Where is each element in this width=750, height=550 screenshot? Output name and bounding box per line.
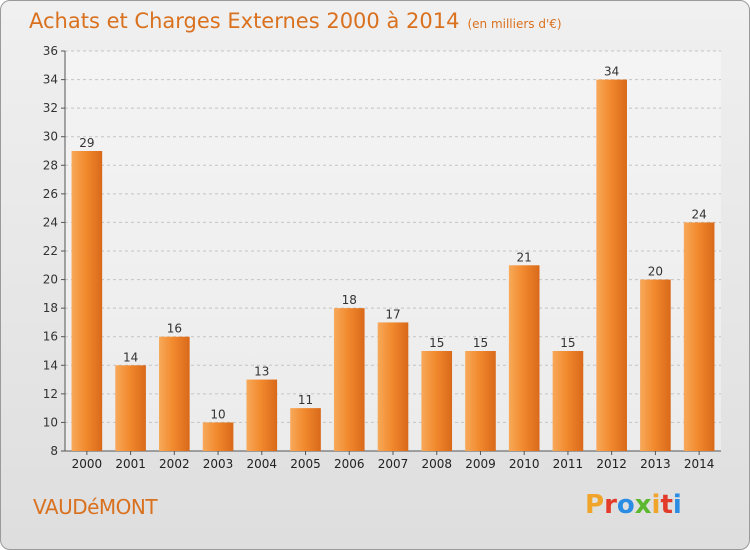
town-name: VAUDéMONT <box>33 495 158 519</box>
bar <box>290 408 321 451</box>
chart-title-text: Achats et Charges Externes 2000 à 2014 <box>29 9 460 33</box>
bar <box>115 365 146 451</box>
bar-value-label: 20 <box>648 265 663 279</box>
x-tick-label: 2014 <box>684 457 715 471</box>
logo-letter: i <box>651 490 661 520</box>
bar <box>421 351 453 451</box>
y-tick-label: 14 <box>43 358 58 372</box>
bar-value-label: 18 <box>342 293 357 307</box>
bar-value-label: 24 <box>691 207 706 221</box>
bar <box>377 322 409 451</box>
x-tick-label: 2001 <box>115 457 146 471</box>
logo-letter: o <box>616 490 635 520</box>
bar <box>683 222 715 451</box>
y-tick-label: 24 <box>43 215 58 229</box>
bar <box>552 351 584 451</box>
y-tick-label: 28 <box>43 158 58 172</box>
x-tick-label: 2005 <box>290 457 321 471</box>
x-tick-label: 2010 <box>509 457 540 471</box>
bar <box>71 151 103 451</box>
bar-value-label: 15 <box>429 336 444 350</box>
y-tick-label: 8 <box>50 444 58 458</box>
bar-value-label: 21 <box>517 250 532 264</box>
x-tick-label: 2008 <box>421 457 452 471</box>
bar <box>640 279 671 451</box>
y-tick-label: 10 <box>43 415 58 429</box>
x-tick-label: 2003 <box>203 457 234 471</box>
x-tick-label: 2000 <box>72 457 103 471</box>
logo-letter: x <box>634 490 652 520</box>
bar <box>246 379 278 451</box>
logo-letter: t <box>660 490 673 520</box>
y-tick-label: 16 <box>43 330 58 344</box>
bar-value-label: 14 <box>123 350 138 364</box>
y-tick-label: 22 <box>43 244 58 258</box>
x-tick-label: 2009 <box>465 457 496 471</box>
y-tick-label: 12 <box>43 387 58 401</box>
bar-value-label: 15 <box>560 336 575 350</box>
bar <box>465 351 496 451</box>
x-tick-label: 2004 <box>247 457 278 471</box>
y-tick-label: 36 <box>43 44 58 58</box>
y-tick-label: 26 <box>43 187 58 201</box>
y-tick-label: 20 <box>43 273 58 287</box>
bar-value-label: 11 <box>298 393 313 407</box>
y-tick-label: 30 <box>43 130 58 144</box>
proxiti-logo: Proxiti <box>585 490 682 520</box>
y-tick-label: 32 <box>43 101 58 115</box>
x-tick-label: 2006 <box>334 457 365 471</box>
bar <box>333 308 365 451</box>
bar <box>508 265 540 451</box>
bar-value-label: 13 <box>254 365 269 379</box>
bar-value-label: 15 <box>473 336 488 350</box>
bar <box>202 422 234 451</box>
bar <box>159 336 190 451</box>
x-tick-label: 2012 <box>596 457 627 471</box>
logo-letter: r <box>604 490 617 520</box>
bar-value-label: 29 <box>79 136 94 150</box>
chart-title: Achats et Charges Externes 2000 à 2014 (e… <box>29 9 562 33</box>
logo-letter: i <box>672 490 682 520</box>
chart-unit: (en milliers d'€) <box>467 17 562 31</box>
x-tick-label: 2013 <box>640 457 671 471</box>
y-tick-label: 34 <box>43 73 58 87</box>
bar-value-label: 17 <box>385 307 400 321</box>
bar-value-label: 16 <box>167 322 182 336</box>
x-tick-label: 2011 <box>553 457 584 471</box>
x-tick-label: 2007 <box>378 457 409 471</box>
x-tick-label: 2002 <box>159 457 190 471</box>
bar-value-label: 10 <box>210 407 225 421</box>
bar <box>596 79 627 452</box>
bar-value-label: 34 <box>604 65 619 79</box>
y-tick-label: 18 <box>43 301 58 315</box>
logo-letter: P <box>585 490 605 520</box>
